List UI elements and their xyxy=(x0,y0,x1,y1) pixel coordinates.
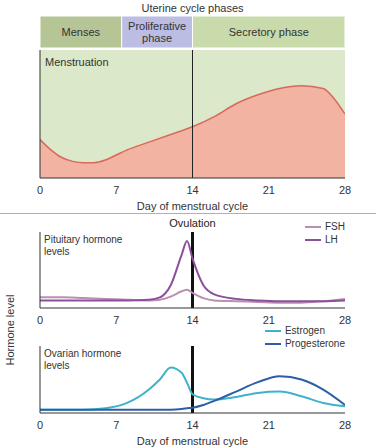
svg-text:0: 0 xyxy=(37,314,43,326)
svg-text:Proliferativephase: Proliferativephase xyxy=(128,20,186,44)
html-text:Menstruation: Menstruation xyxy=(45,56,109,68)
svg-text:21: 21 xyxy=(263,419,275,431)
svg-text:0: 0 xyxy=(37,419,43,431)
svg-text:14: 14 xyxy=(186,184,198,196)
svg-text:7: 7 xyxy=(113,314,119,326)
svg-text:28: 28 xyxy=(339,314,351,326)
html-text:Pituitary hormone levels: Pituitary hormone levels xyxy=(44,234,123,257)
svg-text:Ovulation: Ovulation xyxy=(169,218,215,229)
svg-text:7: 7 xyxy=(113,184,119,196)
svg-text:0: 0 xyxy=(37,184,43,196)
html-text:Uterine cycle phases: Uterine cycle phases xyxy=(141,2,244,14)
svg-text:14: 14 xyxy=(186,314,198,326)
html-text:FSH: FSH xyxy=(325,221,345,232)
svg-text:Day of menstrual cycle: Day of menstrual cycle xyxy=(137,200,248,212)
svg-text:Secretory phase: Secretory phase xyxy=(229,26,309,38)
svg-text:Day of menstrual cycle: Day of menstrual cycle xyxy=(137,435,248,447)
svg-text:Menses: Menses xyxy=(62,26,101,38)
svg-text:7: 7 xyxy=(113,419,119,431)
svg-text:14: 14 xyxy=(186,419,198,431)
html-text:LH: LH xyxy=(325,234,338,245)
svg-text:21: 21 xyxy=(263,314,275,326)
html-text:Progesterone: Progesterone xyxy=(285,338,345,349)
html-text:Hormone level: Hormone level xyxy=(4,294,16,366)
html-text:Ovarian hormone levels: Ovarian hormone levels xyxy=(44,348,122,371)
svg-text:21: 21 xyxy=(263,184,275,196)
svg-text:28: 28 xyxy=(339,184,351,196)
svg-text:28: 28 xyxy=(339,419,351,431)
html-text:Estrogen: Estrogen xyxy=(285,325,325,336)
